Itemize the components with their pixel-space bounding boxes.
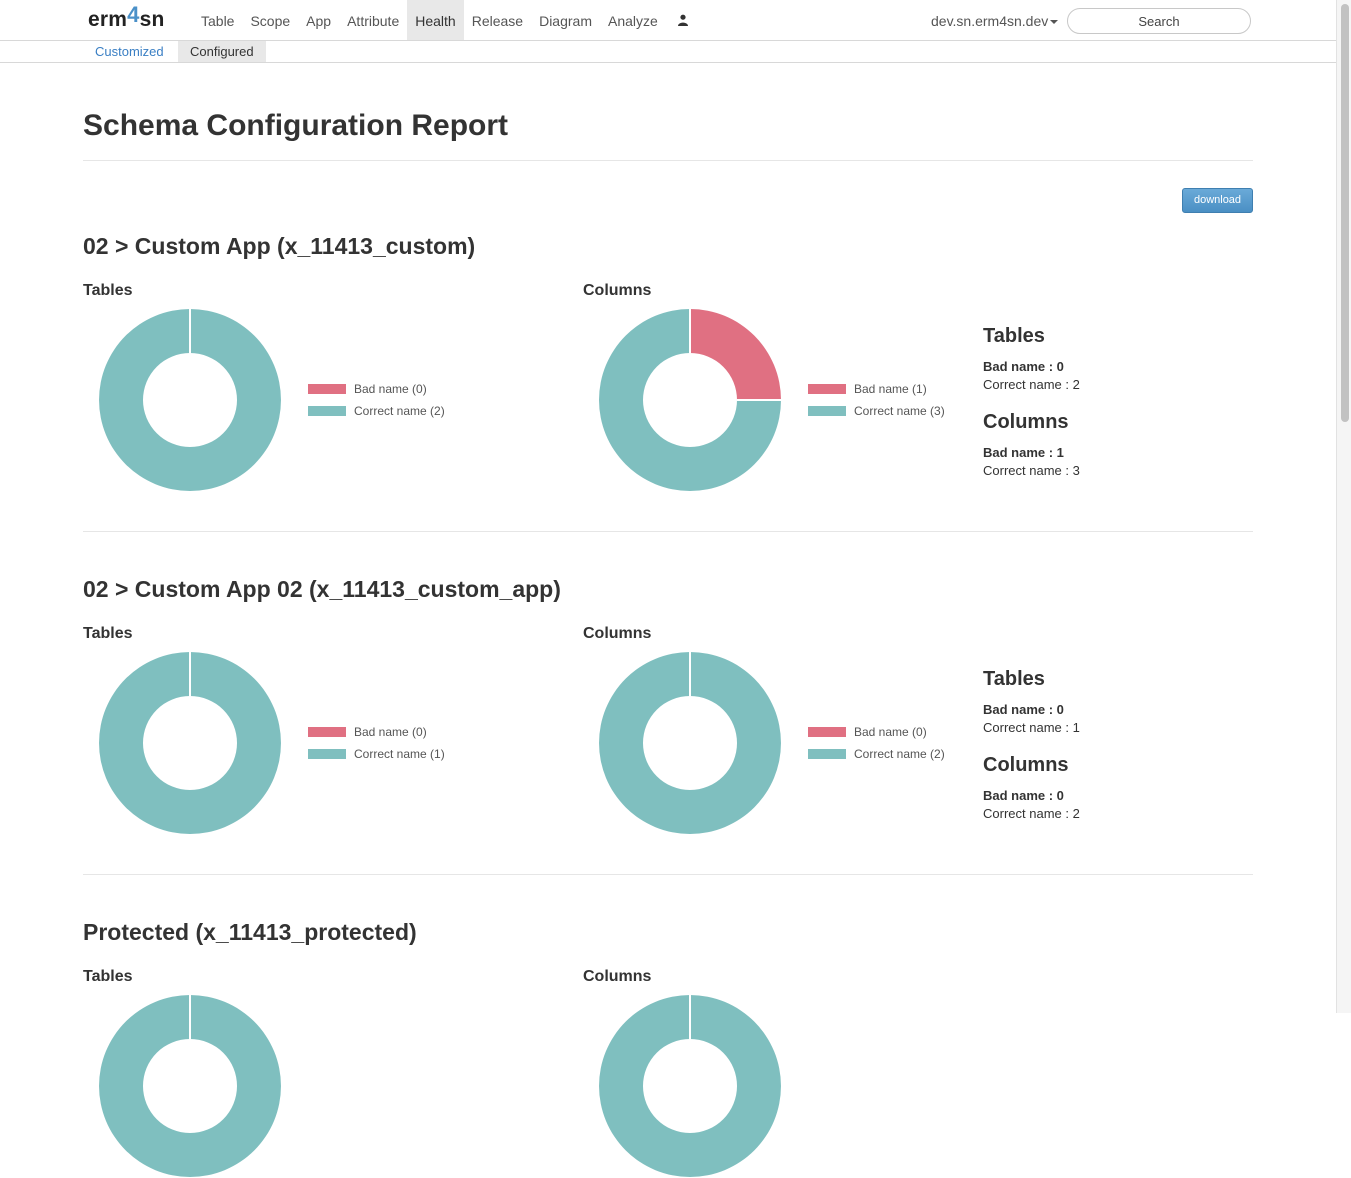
page-scrollbar[interactable] [1336, 0, 1351, 1013]
sub-nav: Customized Configured [0, 41, 1336, 63]
scrollbar-thumb[interactable] [1341, 4, 1349, 422]
tab-customized[interactable]: Customized [95, 44, 164, 59]
top-navbar: erm4sn Table Scope App Attribute Health … [0, 0, 1336, 41]
legend-correct-name[interactable]: Correct name (2) [808, 743, 945, 765]
legend-bad-label: Bad name (0) [354, 382, 427, 396]
correct-name-swatch [308, 406, 346, 416]
nav-item-app[interactable]: App [306, 13, 332, 29]
columns-donut-chart [599, 652, 781, 834]
summary-columns-correct: Correct name : 3 [983, 463, 1080, 478]
instance-dropdown[interactable]: dev.sn.erm4sn.dev [931, 0, 1059, 40]
legend-bad-name[interactable]: Bad name (0) [808, 721, 945, 743]
columns-legend: Bad name (1) Correct name (3) [808, 378, 945, 422]
columns-donut-chart-partial [599, 995, 781, 1177]
tables-donut-chart [99, 652, 281, 834]
legend-correct-name[interactable]: Correct name (2) [308, 400, 445, 422]
nav-item-attribute[interactable]: Attribute [347, 13, 400, 29]
nav-item-release[interactable]: Release [471, 13, 524, 29]
summary-columns-correct: Correct name : 2 [983, 806, 1080, 821]
legend-correct-label: Correct name (3) [854, 404, 945, 418]
tables-legend: Bad name (0) Correct name (2) [308, 378, 445, 422]
bad-name-swatch [308, 727, 346, 737]
correct-name-swatch [308, 749, 346, 759]
columns-donut-chart [599, 309, 781, 491]
columns-chart-label: Columns [583, 625, 652, 642]
nav-item-table[interactable]: Table [201, 13, 235, 29]
legend-bad-name[interactable]: Bad name (0) [308, 378, 445, 400]
brand-prefix: erm [88, 8, 128, 31]
summary-tables-heading: Tables [983, 668, 1045, 690]
summary-panel: Tables Bad name : 0 Correct name : 1 Col… [983, 667, 1080, 823]
summary-columns-heading: Columns [983, 754, 1069, 776]
tables-chart-label: Tables [83, 968, 133, 985]
columns-legend: Bad name (0) Correct name (2) [808, 721, 945, 765]
summary-columns-bad: Bad name : 0 [983, 788, 1064, 803]
user-icon-glyph [677, 14, 688, 26]
brand-logo[interactable]: erm4sn [88, 2, 165, 34]
legend-correct-name[interactable]: Correct name (1) [308, 743, 445, 765]
legend-bad-label: Bad name (1) [854, 382, 927, 396]
summary-tables-correct: Correct name : 1 [983, 720, 1080, 735]
nav-item-health[interactable]: Health [407, 0, 464, 40]
legend-bad-label: Bad name (0) [354, 725, 427, 739]
legend-correct-label: Correct name (2) [854, 747, 945, 761]
caret-down-icon [1050, 20, 1059, 25]
section-title: 02 > Custom App (x_11413_custom) [83, 233, 476, 259]
legend-bad-label: Bad name (0) [854, 725, 927, 739]
download-button[interactable]: download [1182, 188, 1253, 213]
nav-item-scope[interactable]: Scope [250, 13, 291, 29]
bad-name-swatch [808, 727, 846, 737]
legend-bad-name[interactable]: Bad name (0) [308, 721, 445, 743]
correct-name-swatch [808, 749, 846, 759]
legend-correct-label: Correct name (2) [354, 404, 445, 418]
page-title: Schema Configuration Report [83, 109, 509, 142]
summary-panel: Tables Bad name : 0 Correct name : 2 Col… [983, 324, 1080, 480]
tables-chart-label: Tables [83, 282, 133, 299]
bad-name-slice[interactable] [690, 309, 781, 400]
columns-chart-label: Columns [583, 282, 652, 299]
summary-columns-bad: Bad name : 1 [983, 445, 1064, 460]
bad-name-swatch [308, 384, 346, 394]
summary-tables-correct: Correct name : 2 [983, 377, 1080, 392]
title-divider [83, 160, 1253, 161]
section-title: Protected (x_11413_protected) [83, 919, 417, 945]
summary-tables-bad: Bad name : 0 [983, 702, 1064, 717]
nav-item-diagram[interactable]: Diagram [539, 13, 592, 29]
summary-columns-heading: Columns [983, 411, 1069, 433]
correct-name-slice[interactable] [99, 309, 281, 491]
section-divider [83, 874, 1253, 875]
correct-name-swatch [808, 406, 846, 416]
main-nav: Table Scope App Attribute Health Release… [193, 0, 700, 40]
summary-tables-heading: Tables [983, 325, 1045, 347]
correct-name-slice[interactable] [599, 652, 781, 834]
legend-bad-name[interactable]: Bad name (1) [808, 378, 945, 400]
section-title: 02 > Custom App 02 (x_11413_custom_app) [83, 576, 561, 602]
brand-accent: 4 [127, 2, 140, 27]
correct-name-slice[interactable] [99, 652, 281, 834]
tables-legend: Bad name (0) Correct name (1) [308, 721, 445, 765]
brand-suffix: sn [139, 8, 165, 31]
tables-donut-chart-partial [99, 995, 281, 1177]
legend-correct-name[interactable]: Correct name (3) [808, 400, 945, 422]
section-divider [83, 531, 1253, 532]
tab-configured[interactable]: Configured [178, 41, 266, 62]
legend-correct-label: Correct name (1) [354, 747, 445, 761]
nav-item-analyze[interactable]: Analyze [607, 13, 658, 29]
instance-host-label: dev.sn.erm4sn.dev [931, 13, 1049, 29]
tables-donut-chart [99, 309, 281, 491]
tables-chart-label: Tables [83, 625, 133, 642]
user-icon[interactable] [666, 0, 700, 40]
summary-tables-bad: Bad name : 0 [983, 359, 1064, 374]
columns-chart-label: Columns [583, 968, 652, 985]
search-input[interactable] [1067, 8, 1251, 34]
correct-name-slice[interactable] [599, 309, 781, 491]
bad-name-swatch [808, 384, 846, 394]
